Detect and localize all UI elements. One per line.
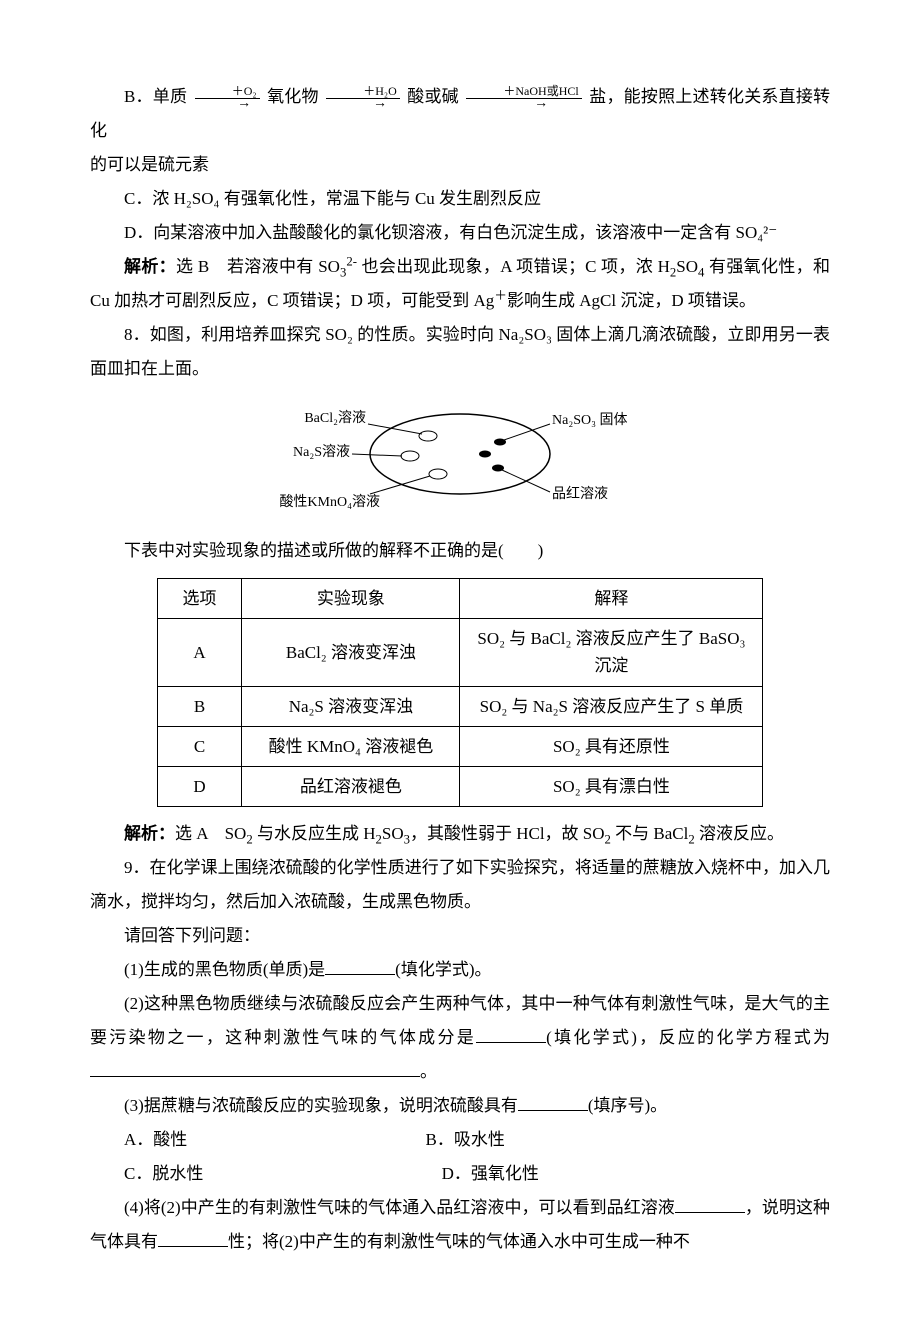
explanation-8: 解析：选 A SO2 与水反应生成 H2SO3，其酸性弱于 HCl，故 SO2 … xyxy=(90,817,830,851)
q9-3-b: (填序号)。 xyxy=(588,1096,667,1115)
question-9-prompt: 请回答下列问题： xyxy=(90,919,830,953)
fig-label-na2so3: Na₂SO₃ 固体 xyxy=(552,412,627,428)
table-header-row: 选项 实验现象 解释 xyxy=(157,579,763,619)
q9-opt-c: C．脱水性 xyxy=(124,1164,203,1183)
fill-blank[interactable] xyxy=(675,1195,745,1213)
cell-phenomenon: 品红溶液褪色 xyxy=(242,766,460,806)
q9-options-row2: C．脱水性 D．强氧化性 xyxy=(90,1157,830,1191)
option-b-line2: 的可以是硫元素 xyxy=(90,148,830,182)
fill-blank[interactable] xyxy=(325,957,395,975)
cell-phenomenon: 酸性 KMnO₄ 溶液褪色 xyxy=(242,726,460,766)
opt-b-prefix: B．单质 xyxy=(124,87,187,106)
q9-1-a: (1)生成的黑色物质(单质)是 xyxy=(124,960,325,979)
question-8-stem: 8．如图，利用培养皿探究 SO₂ 的性质。实验时向 Na₂SO₃ 固体上滴几滴浓… xyxy=(90,318,830,386)
option-b-line1: B．单质 ＋O₂ → 氧化物 ＋H₂O → 酸或碱 ＋NaOH或HCl → 盐，… xyxy=(90,80,830,148)
fill-blank[interactable] xyxy=(518,1093,588,1111)
experiment-table: 选项 实验现象 解释 A BaCl₂ 溶液变浑浊 SO₂ 与 BaCl₂ 溶液反… xyxy=(157,578,764,807)
cell-option: A xyxy=(157,619,242,686)
q9-3-a: (3)据蔗糖与浓硫酸反应的实验现象，说明浓硫酸具有 xyxy=(124,1096,518,1115)
fill-blank[interactable] xyxy=(476,1025,546,1043)
explanation-7: 解析：选 B 若溶液中有 SO32- 也会出现此现象，A 项错误；C 项，浓 H… xyxy=(90,250,830,318)
q9-sub4: (4)将(2)中产生的有刺激性气味的气体通入品红溶液中，可以看到品红溶液，说明这… xyxy=(90,1191,830,1259)
opt-b-mid1: 氧化物 xyxy=(267,87,319,106)
q9-sub1: (1)生成的黑色物质(单质)是 (填化学式)。 xyxy=(90,953,830,987)
fig-label-bacl2: BaCl₂溶液 xyxy=(304,410,366,426)
table-row: D 品红溶液褪色 SO₂ 具有漂白性 xyxy=(157,766,763,806)
q9-options-row1: A．酸性 B．吸水性 xyxy=(90,1123,830,1157)
table-row: C 酸性 KMnO₄ 溶液褪色 SO₂ 具有还原性 xyxy=(157,726,763,766)
cell-explanation: SO₂ 具有还原性 xyxy=(460,726,763,766)
question-9-stem: 9．在化学课上围绕浓硫酸的化学性质进行了如下实验探究，将适量的蔗糖放入烧杯中，加… xyxy=(90,851,830,919)
cell-phenomenon: BaCl₂ 溶液变浑浊 xyxy=(242,619,460,686)
document-page: B．单质 ＋O₂ → 氧化物 ＋H₂O → 酸或碱 ＋NaOH或HCl → 盐，… xyxy=(0,0,920,1319)
q9-sub2: (2)这种黑色物质继续与浓硫酸反应会产生两种气体，其中一种气体有刺激性气味，是大… xyxy=(90,987,830,1089)
opt-b-mid2: 酸或碱 xyxy=(407,87,459,106)
q9-2-c: 。 xyxy=(420,1062,437,1081)
explanation-label: 解析： xyxy=(124,257,176,276)
q9-2-b: (填化学式)，反应的化学方程式为 xyxy=(546,1028,830,1047)
cell-option: B xyxy=(157,686,242,726)
cell-option: C xyxy=(157,726,242,766)
fill-blank[interactable] xyxy=(90,1059,420,1077)
q9-4-c: 性；将(2)中产生的有刺激性气味的气体通入水中可生成一种不 xyxy=(228,1232,690,1251)
option-d: D．向某溶液中加入盐酸酸化的氯化钡溶液，有白色沉淀生成，该溶液中一定含有 SO₄… xyxy=(90,216,830,250)
th-phenomenon: 实验现象 xyxy=(242,579,460,619)
explanation-7-body: 选 B 若溶液中有 SO32- 也会出现此现象，A 项错误；C 项，浓 H2SO… xyxy=(90,257,830,310)
table-row: B Na₂S 溶液变浑浊 SO₂ 与 Na₂S 溶液反应产生了 S 单质 xyxy=(157,686,763,726)
explanation-label: 解析： xyxy=(124,824,175,843)
arrow-icon: → xyxy=(195,97,260,111)
table-row: A BaCl₂ 溶液变浑浊 SO₂ 与 BaCl₂ 溶液反应产生了 BaSO₃ … xyxy=(157,619,763,686)
cell-explanation: SO₂ 与 BaCl₂ 溶液反应产生了 BaSO₃ 沉淀 xyxy=(460,619,763,686)
fill-blank[interactable] xyxy=(158,1229,228,1247)
cell-explanation: SO₂ 与 Na₂S 溶液反应产生了 S 单质 xyxy=(460,686,763,726)
arrow-icon: → xyxy=(326,97,400,111)
q9-opt-b: B．吸水性 xyxy=(392,1123,505,1157)
cell-phenomenon: Na₂S 溶液变浑浊 xyxy=(242,686,460,726)
q9-opt-d: D．强氧化性 xyxy=(408,1157,539,1191)
arrow-icon: → xyxy=(466,97,581,111)
option-c: C．浓 H₂SO₄ 有强氧化性，常温下能与 Cu 发生剧烈反应 xyxy=(90,182,830,216)
q9-sub3: (3)据蔗糖与浓硫酸反应的实验现象，说明浓硫酸具有 (填序号)。 xyxy=(90,1089,830,1123)
fig-label-kmno4: 酸性KMnO₄溶液 xyxy=(280,494,380,510)
reaction-step-2: ＋H₂O → xyxy=(324,85,402,111)
reaction-step-3: ＋NaOH或HCl → xyxy=(464,85,583,111)
cell-explanation: SO₂ 具有漂白性 xyxy=(460,766,763,806)
petri-dish-svg: BaCl₂溶液 Na₂S溶液 酸性KMnO₄溶液 Na₂SO₃ 固体 品红溶液 xyxy=(280,394,640,514)
q9-4-a: (4)将(2)中产生的有刺激性气味的气体通入品红溶液中，可以看到品红溶液 xyxy=(124,1198,675,1217)
cell-option: D xyxy=(157,766,242,806)
petri-dish-figure: BaCl₂溶液 Na₂S溶液 酸性KMnO₄溶液 Na₂SO₃ 固体 品红溶液 xyxy=(90,394,830,526)
th-explanation: 解释 xyxy=(460,579,763,619)
question-8-post-fig: 下表中对实验现象的描述或所做的解释不正确的是( ) xyxy=(90,534,830,568)
th-option: 选项 xyxy=(157,579,242,619)
q9-1-b: (填化学式)。 xyxy=(395,960,491,979)
explanation-8-body: 选 A SO2 与水反应生成 H2SO3，其酸性弱于 HCl，故 SO2 不与 … xyxy=(175,824,784,843)
reaction-step-1: ＋O₂ → xyxy=(193,85,262,111)
table-body: A BaCl₂ 溶液变浑浊 SO₂ 与 BaCl₂ 溶液反应产生了 BaSO₃ … xyxy=(157,619,763,807)
fig-label-na2s: Na₂S溶液 xyxy=(293,444,350,460)
fig-label-pinhong: 品红溶液 xyxy=(552,486,608,502)
q9-opt-a: A．酸性 xyxy=(124,1130,187,1149)
